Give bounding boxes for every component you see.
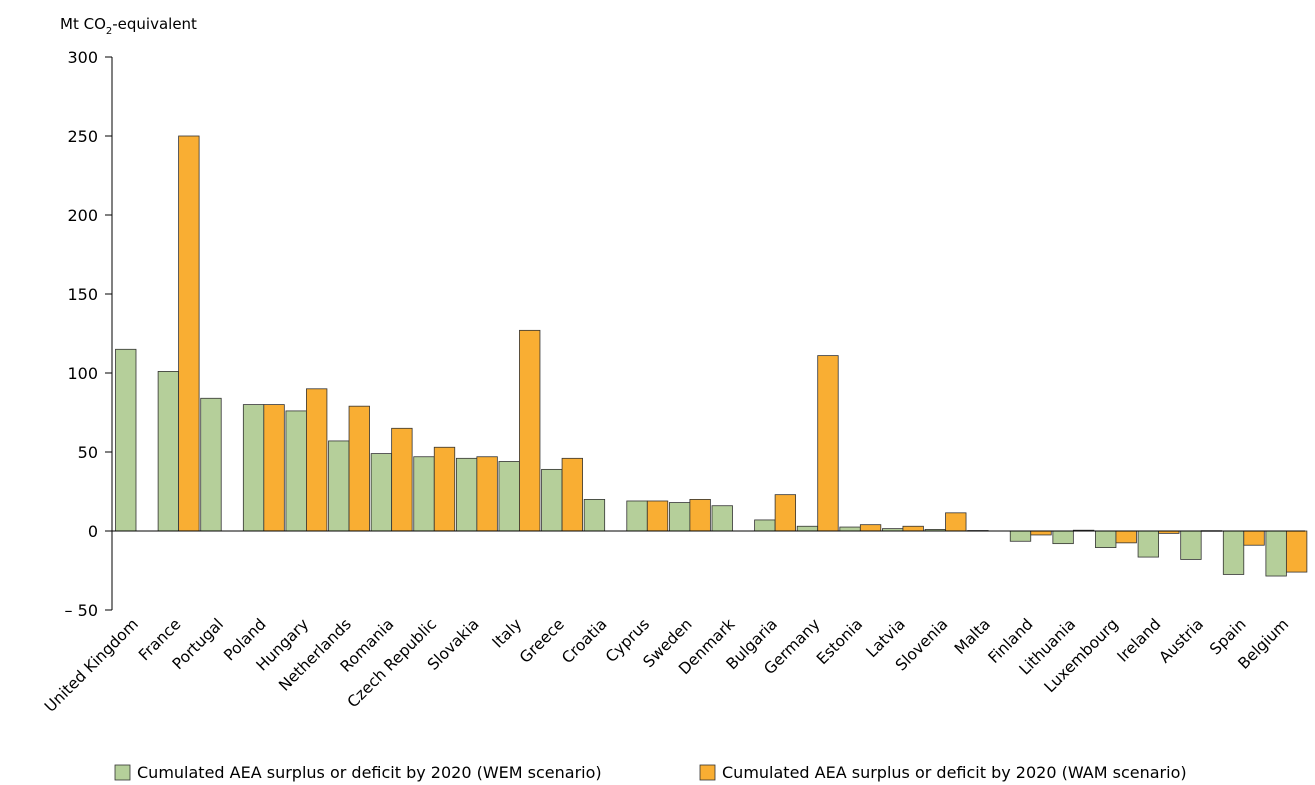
y-tick-label: 50 <box>78 443 98 462</box>
bar-wem <box>1222 530 1245 575</box>
y-axis-unit-subscript: 2 <box>106 26 112 37</box>
bar-wem <box>668 502 691 532</box>
bar-wam <box>689 498 711 532</box>
bar-wam <box>774 494 797 532</box>
bar-wam <box>178 135 200 532</box>
bar-wam <box>391 427 413 532</box>
bar-wem <box>1265 530 1287 577</box>
y-tick-label: 150 <box>67 285 98 304</box>
bar-wam <box>561 457 583 532</box>
bar-wem <box>796 525 819 532</box>
bar-wem <box>413 456 435 532</box>
bar-wem <box>200 397 222 532</box>
bar-wam <box>817 355 839 532</box>
bar-wem <box>1137 530 1159 558</box>
legend: Cumulated AEA surplus or deficit by 2020… <box>114 763 1187 782</box>
bar-wem <box>285 410 307 532</box>
x-tick-label: United Kingdom <box>41 615 142 716</box>
x-tick-label: Croatia <box>558 615 610 667</box>
bar-wem <box>455 457 478 532</box>
bar-wam <box>1115 530 1137 544</box>
y-tick-label: 200 <box>67 206 98 225</box>
bar-wem <box>1095 530 1117 548</box>
bar-wam <box>1243 530 1265 546</box>
bar-wem <box>370 453 393 532</box>
y-tick-label: 300 <box>67 48 98 67</box>
bar-wem <box>328 440 350 532</box>
bar-wam <box>945 512 967 532</box>
bar-wem <box>626 500 648 532</box>
y-axis: – 50 0 50 100 150 200 250 300 <box>65 48 113 620</box>
bar-wem <box>711 505 733 532</box>
x-tick-label: Ireland <box>1114 615 1165 666</box>
y-tick-label: – 50 <box>65 601 98 620</box>
bar-wam <box>348 405 370 532</box>
bar-wem <box>541 468 563 532</box>
x-tick-label: Austria <box>1156 615 1207 666</box>
x-tick-label: Greece <box>516 615 568 667</box>
bar-wam <box>519 329 541 532</box>
bar-wem <box>1180 530 1202 560</box>
x-tick-label: Estonia <box>813 615 866 668</box>
bar-wam <box>433 446 456 532</box>
bar-wam <box>1030 530 1052 536</box>
bar-wam <box>902 525 924 532</box>
y-tick-label: 100 <box>67 364 98 383</box>
bar-wem <box>498 461 520 532</box>
legend-swatch-wem <box>114 764 131 781</box>
x-axis-labels: United KingdomFrancePortugalPolandHungar… <box>41 615 1292 716</box>
bar-wem <box>583 498 606 532</box>
y-tick-label: 0 <box>88 522 98 541</box>
bars <box>115 135 1308 577</box>
bar-wem <box>1052 530 1074 545</box>
bar-wam <box>263 404 285 532</box>
x-tick-label: Italy <box>489 615 526 652</box>
bar-wem <box>754 519 776 532</box>
bar-wem <box>1009 530 1032 542</box>
y-tick-label: 250 <box>67 127 98 146</box>
x-tick-label: Luxembourg <box>1041 615 1122 696</box>
bar-wam <box>476 456 498 532</box>
bar-wem <box>157 371 180 532</box>
bar-wem <box>839 526 861 532</box>
legend-label-wam: Cumulated AEA surplus or deficit by 2020… <box>722 763 1187 782</box>
legend-swatch-wam <box>699 764 716 781</box>
y-axis-unit-label: Mt CO2-equivalent <box>60 15 197 37</box>
bar-wam <box>646 500 669 532</box>
bar-wam <box>306 388 328 532</box>
bar-wam <box>1285 530 1308 573</box>
bar-wem <box>115 348 137 532</box>
bar-wam <box>859 524 882 532</box>
bar-wem <box>242 404 265 532</box>
legend-label-wem: Cumulated AEA surplus or deficit by 2020… <box>137 763 602 782</box>
